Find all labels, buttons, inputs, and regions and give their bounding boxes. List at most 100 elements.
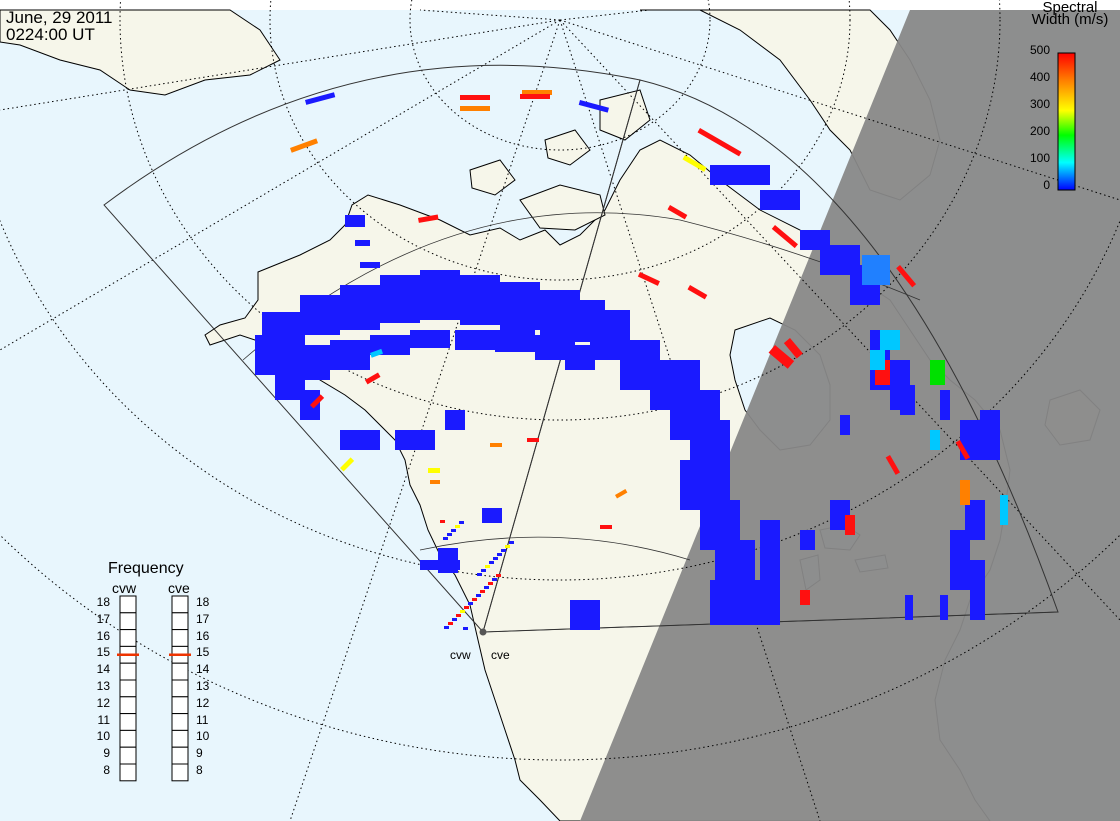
frequency-tick-label: 17 xyxy=(196,611,210,626)
backscatter-cell xyxy=(290,138,319,153)
frequency-tick-label: 13 xyxy=(96,679,110,693)
backscatter-cell xyxy=(600,525,612,529)
frequency-column-cve xyxy=(171,595,189,782)
backscatter-cell xyxy=(490,443,502,447)
backscatter-cell xyxy=(970,590,985,615)
backscatter-cell xyxy=(905,595,913,620)
backscatter-cell xyxy=(715,540,755,580)
backscatter-cell xyxy=(420,270,460,320)
date-label: June, 29 2011 xyxy=(6,8,113,27)
backscatter-cell xyxy=(496,574,501,577)
frequency-tick-label: 14 xyxy=(96,662,110,677)
backscatter-cell xyxy=(862,255,890,285)
colorbar-tick-label: 200 xyxy=(1029,124,1050,138)
backscatter-cell xyxy=(492,578,497,581)
backscatter-cell xyxy=(305,92,336,105)
frequency-cell xyxy=(171,746,189,765)
backscatter-cell xyxy=(468,602,473,605)
backscatter-cell xyxy=(930,360,945,385)
backscatter-cell xyxy=(488,582,493,585)
backscatter-cell xyxy=(340,285,380,330)
backscatter-cell xyxy=(452,618,457,621)
backscatter-cell xyxy=(460,610,465,613)
backscatter-cell xyxy=(451,529,456,532)
fov-near-arc xyxy=(419,536,691,561)
backscatter-cell xyxy=(477,573,482,576)
backscatter-cell xyxy=(355,240,370,246)
backscatter-cell xyxy=(880,330,900,350)
frequency-cell xyxy=(171,763,189,782)
backscatter-cell xyxy=(484,586,489,589)
backscatter-cell xyxy=(940,390,950,420)
backscatter-cell xyxy=(489,561,494,564)
backscatter-cell xyxy=(930,430,940,450)
backscatter-cell xyxy=(447,533,452,536)
frequency-cell xyxy=(119,729,137,748)
latitude-circle-40 xyxy=(0,534,1120,761)
backscatter-cell xyxy=(885,454,900,475)
frequency-cell xyxy=(119,696,137,715)
frequency-tick-label: 14 xyxy=(196,662,210,677)
backscatter-cell xyxy=(480,590,485,593)
frequency-cell xyxy=(119,595,137,614)
backscatter-cell xyxy=(501,549,506,552)
backscatter-cell xyxy=(697,128,742,157)
siberia-landmass xyxy=(0,9,281,96)
site-label-cve: cve xyxy=(491,648,510,662)
frequency-cell xyxy=(171,612,189,631)
frequency-cell xyxy=(171,696,189,715)
meridian-2 xyxy=(0,19,561,351)
colorbar-tick-label: 400 xyxy=(1029,70,1050,84)
backscatter-cell xyxy=(760,190,800,210)
backscatter-cell xyxy=(800,530,815,550)
frequency-cell xyxy=(171,629,189,647)
frequency-tick-label: 8 xyxy=(103,763,110,777)
frequency-radar-cve: cve xyxy=(168,580,190,596)
meridian-6 xyxy=(559,19,1120,621)
frequency-tick-label: 16 xyxy=(96,628,110,643)
backscatter-cell xyxy=(339,457,355,472)
backscatter-cell xyxy=(768,345,795,369)
frequency-tick-label: 17 xyxy=(96,611,110,626)
meridian-5 xyxy=(559,9,651,21)
backscatter-cell xyxy=(380,275,420,323)
backscatter-cell xyxy=(420,560,460,570)
backscatter-cell xyxy=(570,600,600,630)
frequency-tick-label: 10 xyxy=(96,729,110,744)
backscatter-cell xyxy=(1000,495,1008,525)
backscatter-cell xyxy=(527,438,539,442)
frequency-tick-label: 15 xyxy=(96,645,110,660)
backscatter-cell xyxy=(710,165,770,185)
colorbar-tick-label: 300 xyxy=(1029,97,1050,111)
frequency-cell xyxy=(119,713,137,731)
latitude-circle-70 xyxy=(269,0,851,281)
backscatter-cells xyxy=(255,90,1008,630)
backscatter-cell xyxy=(395,430,435,450)
backscatter-cell xyxy=(509,541,514,544)
radar-site-marker xyxy=(479,628,487,636)
meridian-1 xyxy=(289,19,561,821)
backscatter-cell xyxy=(440,520,445,523)
meridian-4 xyxy=(419,9,561,21)
frequency-tick-label: 9 xyxy=(103,746,110,761)
frequency-indicator-boxes xyxy=(119,595,189,782)
backscatter-cell xyxy=(870,350,885,370)
backscatter-cell xyxy=(682,154,707,172)
backscatter-cell xyxy=(578,100,609,113)
backscatter-cell xyxy=(460,106,490,111)
frequency-cell xyxy=(171,729,189,748)
backscatter-cell xyxy=(443,537,448,540)
colorbar-tick-label: 0 xyxy=(1043,178,1050,192)
backscatter-cell xyxy=(900,385,915,415)
backscatter-cell xyxy=(500,282,540,330)
arctic-island-1 xyxy=(519,184,606,231)
frequency-tick-label: 10 xyxy=(196,729,210,744)
backscatter-cell xyxy=(364,372,381,385)
colorbar-units: Width (m/s) xyxy=(1031,11,1109,28)
backscatter-cell xyxy=(687,285,708,300)
backscatter-cell xyxy=(690,420,730,460)
time-label: 0224:00 UT xyxy=(6,25,95,44)
